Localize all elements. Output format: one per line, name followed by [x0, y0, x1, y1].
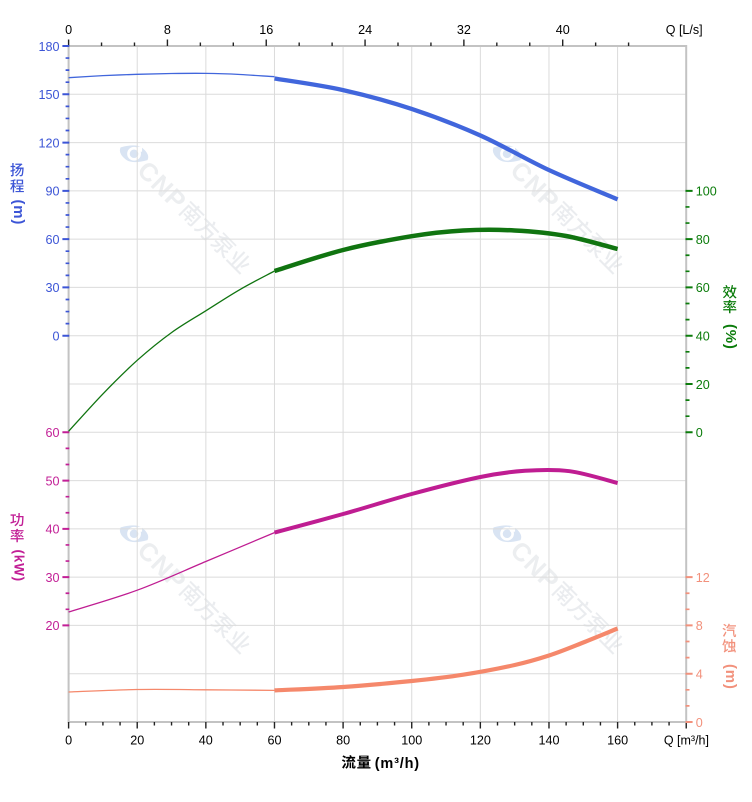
svg-text:80: 80: [696, 233, 710, 247]
svg-text:30: 30: [45, 281, 59, 295]
svg-text:0: 0: [52, 330, 59, 344]
svg-text:50: 50: [45, 474, 59, 488]
svg-text:120: 120: [470, 733, 491, 747]
svg-text:(m): (m): [722, 664, 739, 690]
svg-text:(m³/h): (m³/h): [375, 756, 420, 772]
svg-text:(m): (m): [10, 200, 27, 226]
svg-text:150: 150: [38, 88, 59, 102]
svg-text:(%): (%): [722, 324, 739, 350]
svg-text:80: 80: [336, 733, 350, 747]
svg-text:60: 60: [696, 281, 710, 295]
svg-text:0: 0: [696, 426, 703, 440]
svg-text:100: 100: [401, 733, 422, 747]
svg-text:40: 40: [556, 23, 570, 37]
svg-text:30: 30: [45, 571, 59, 585]
svg-text:0: 0: [65, 733, 72, 747]
svg-text:90: 90: [45, 185, 59, 199]
svg-text:40: 40: [696, 330, 710, 344]
svg-text:16: 16: [259, 23, 273, 37]
svg-text:0: 0: [696, 716, 703, 730]
svg-text:4: 4: [696, 668, 703, 682]
svg-text:24: 24: [358, 23, 372, 37]
svg-text:180: 180: [38, 40, 59, 54]
svg-text:60: 60: [45, 233, 59, 247]
svg-text:20: 20: [130, 733, 144, 747]
svg-text:40: 40: [45, 523, 59, 537]
svg-text:(kW): (kW): [12, 550, 27, 582]
svg-text:12: 12: [696, 571, 710, 585]
svg-text:20: 20: [45, 619, 59, 633]
svg-text:160: 160: [607, 733, 628, 747]
svg-text:60: 60: [267, 733, 281, 747]
svg-text:0: 0: [65, 23, 72, 37]
svg-text:20: 20: [696, 378, 710, 392]
svg-text:140: 140: [538, 733, 559, 747]
svg-text:Q [m³/h]: Q [m³/h]: [664, 733, 709, 747]
svg-text:Q [L/s]: Q [L/s]: [666, 23, 703, 37]
svg-text:60: 60: [45, 426, 59, 440]
svg-text:8: 8: [696, 619, 703, 633]
svg-text:40: 40: [199, 733, 213, 747]
svg-text:32: 32: [457, 23, 471, 37]
svg-text:100: 100: [696, 185, 717, 199]
svg-text:8: 8: [164, 23, 171, 37]
svg-text:120: 120: [38, 136, 59, 150]
